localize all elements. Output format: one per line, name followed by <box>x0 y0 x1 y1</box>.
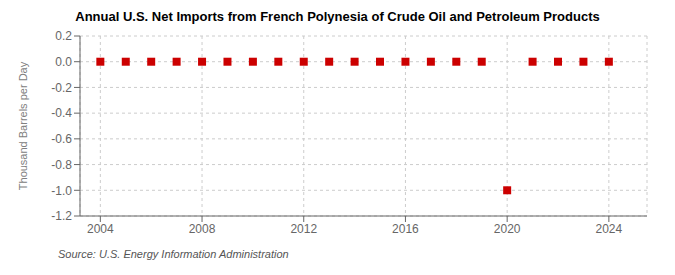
svg-text:-0.2: -0.2 <box>51 81 72 95</box>
html-text:Annual U.S. Net Imports from F: Annual U.S. Net Imports from French Poly… <box>75 9 600 24</box>
svg-text:2024: 2024 <box>596 222 623 236</box>
svg-text:2012: 2012 <box>290 222 317 236</box>
svg-text:-0.8: -0.8 <box>51 158 72 172</box>
svg-text:2020: 2020 <box>494 222 521 236</box>
svg-text:0.0: 0.0 <box>55 55 72 69</box>
svg-text:-0.6: -0.6 <box>51 132 72 146</box>
svg-text:2008: 2008 <box>189 222 216 236</box>
svg-text:Thousand Barrels per Day: Thousand Barrels per Day <box>17 61 29 190</box>
html-text:Source: U.S. Energy Informatio: Source: U.S. Energy Information Administ… <box>58 248 289 260</box>
svg-text:-1.0: -1.0 <box>51 184 72 198</box>
svg-text:0.2: 0.2 <box>55 29 72 43</box>
svg-text:-0.4: -0.4 <box>51 106 72 120</box>
svg-text:-1.2: -1.2 <box>51 209 72 223</box>
svg-text:2016: 2016 <box>392 222 419 236</box>
svg-text:2004: 2004 <box>87 222 114 236</box>
